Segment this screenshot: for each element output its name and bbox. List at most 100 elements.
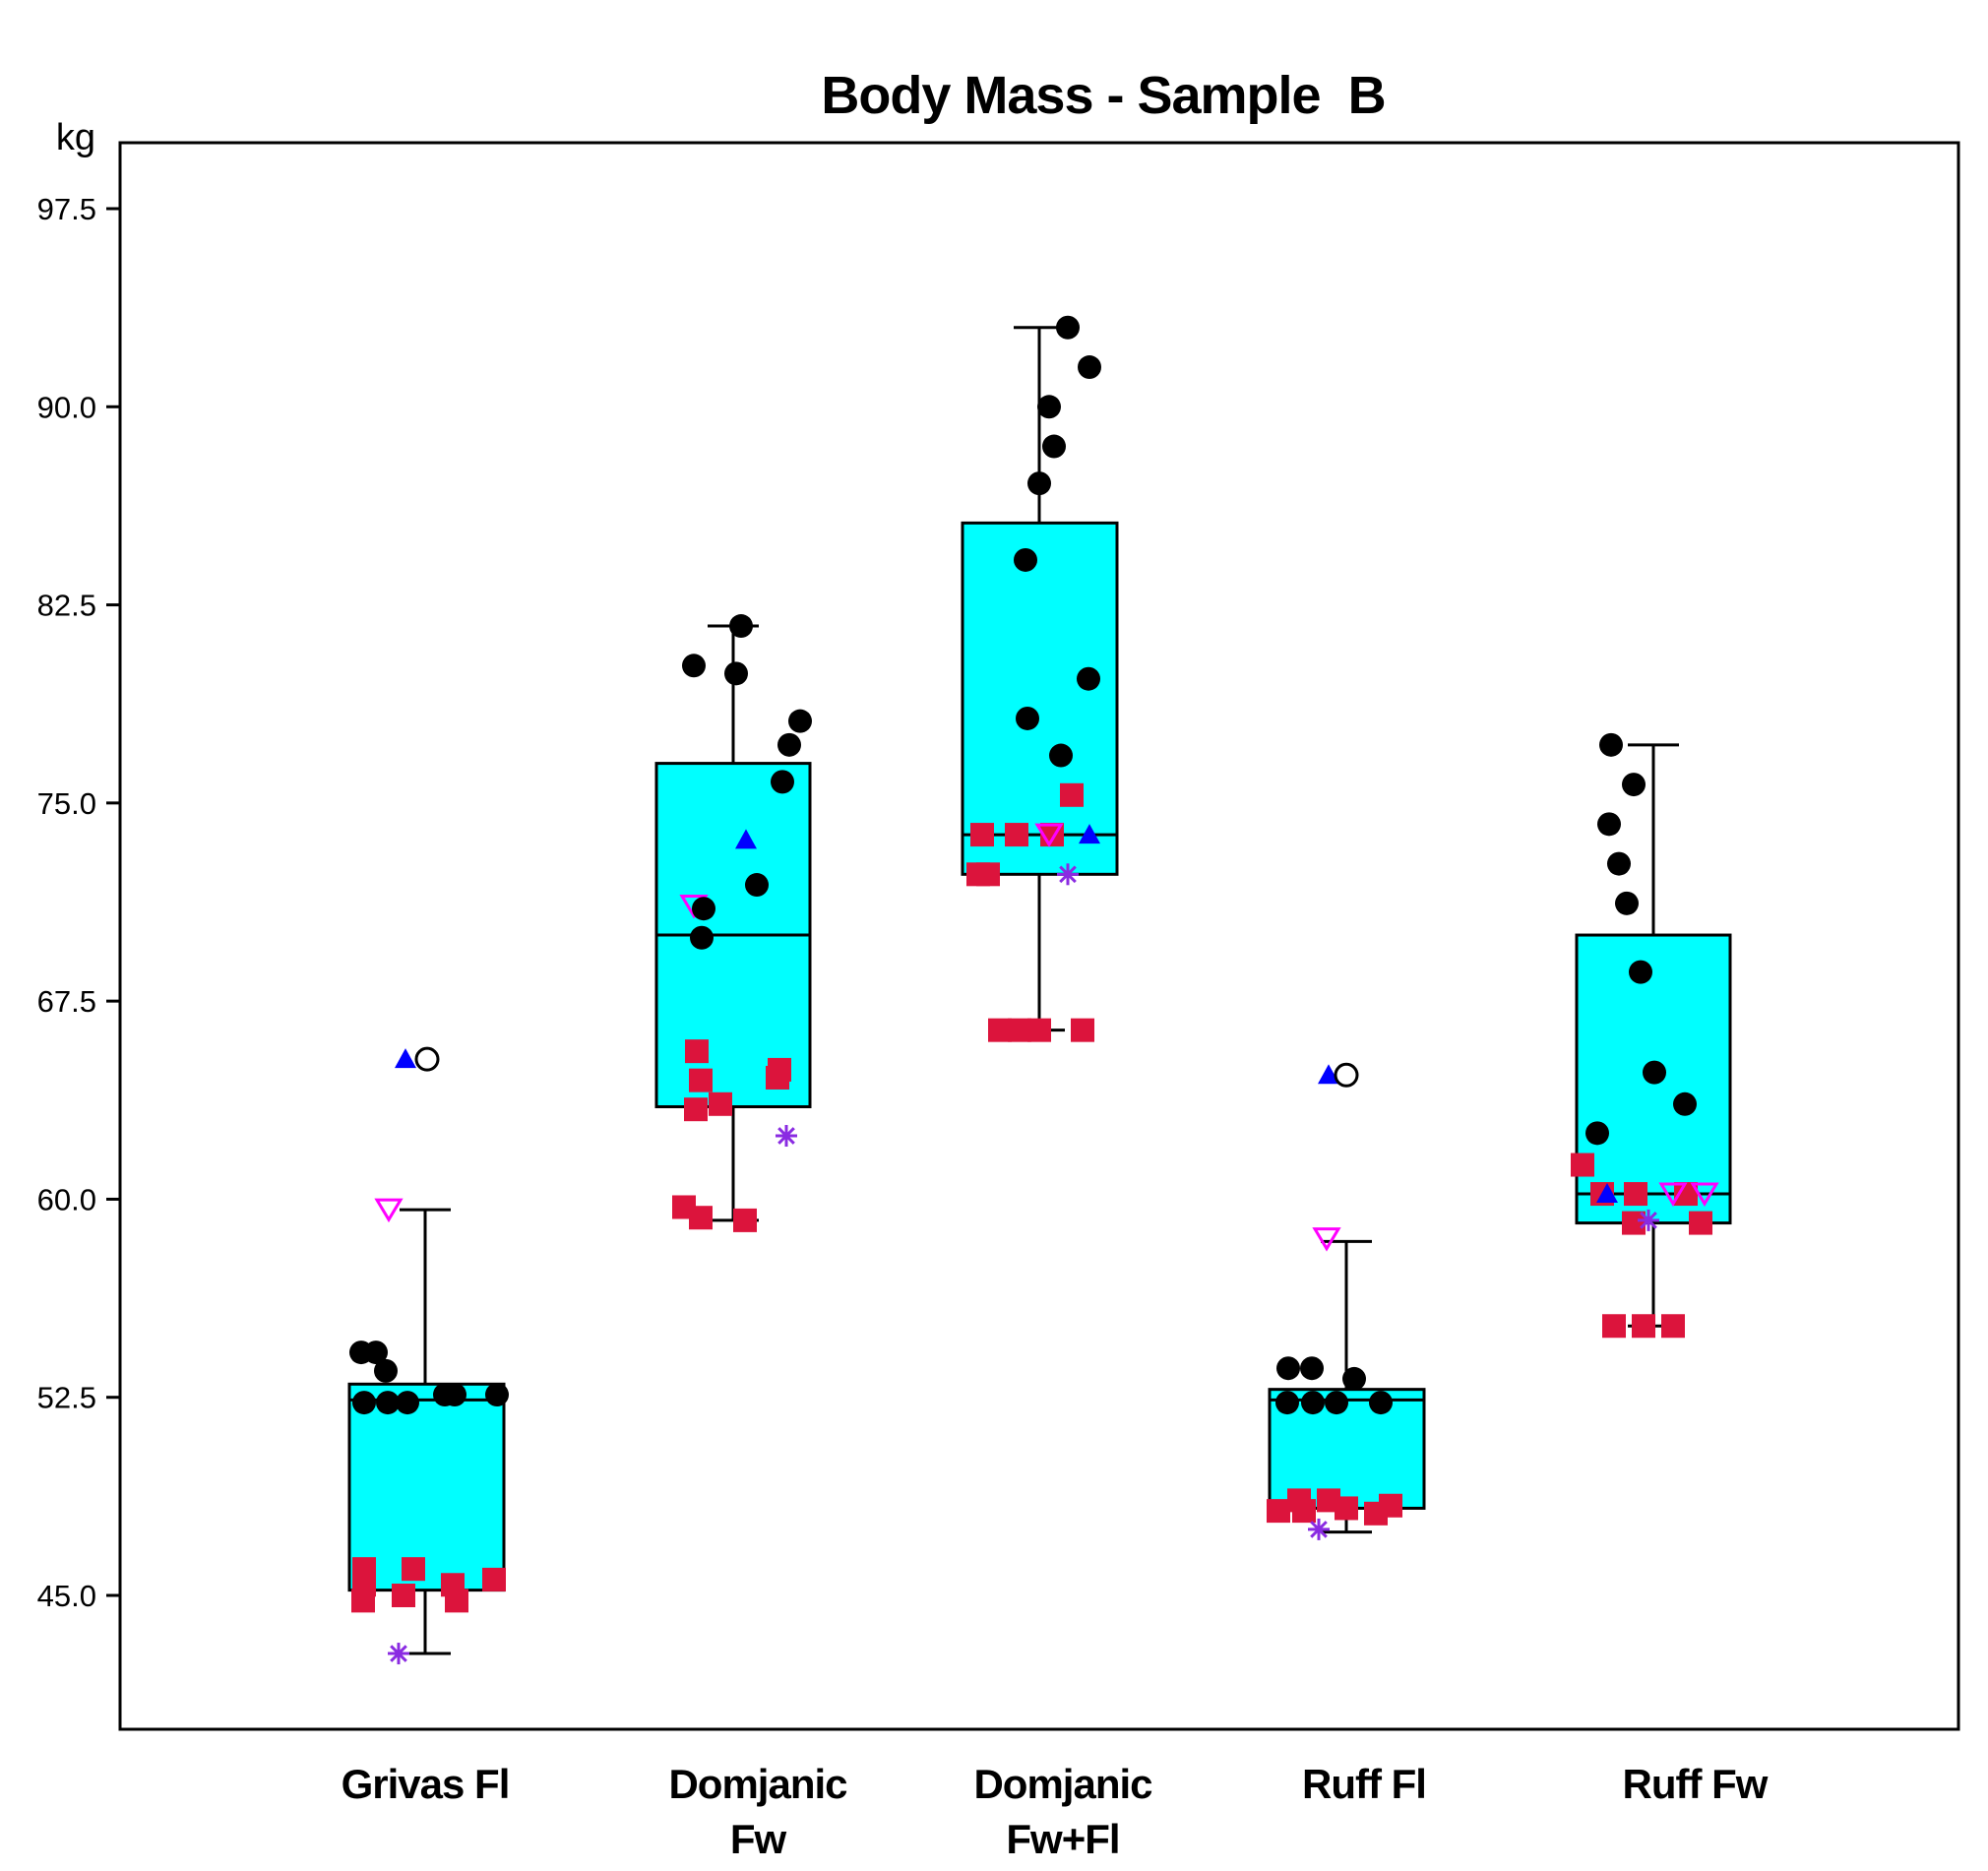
asterisk-point [1057,863,1079,886]
y-tick-label: 75.0 [37,786,96,821]
circle-point [1301,1391,1325,1415]
box-iqr [347,1382,506,1592]
square-point [1624,1182,1647,1207]
circle-point [1599,732,1623,757]
asterisk-point [1638,1209,1659,1231]
box-group [1575,743,1732,1328]
square-point [689,1206,713,1230]
triangle-up-point [1079,824,1100,844]
square-point [351,1589,375,1613]
triangle-up-point [735,829,757,849]
circle-point [682,654,706,678]
y-tick-label: 60.0 [37,1182,96,1216]
circle-point [729,614,753,639]
square-point [1292,1499,1316,1524]
circle-point [1056,315,1080,340]
circle-point [692,897,715,921]
triangle-down-point [1034,823,1064,847]
circle-point [1629,960,1652,984]
circle-point [443,1383,466,1407]
square-point [689,1068,713,1092]
circle-point [1077,666,1100,691]
y-axis-unit-label: kg [56,117,95,158]
box-iqr [961,521,1119,876]
circle-point [1049,743,1073,768]
circle-point [724,661,748,686]
square-point [1335,1496,1358,1521]
circle-point [1042,434,1066,459]
open-circle-point [1334,1062,1359,1088]
circle-point [1300,1356,1324,1381]
square-point [1632,1314,1655,1339]
square-point [1661,1314,1685,1339]
y-axis: 45.0 52.5 60.0 67.5 75.0 82.5 90.0 97.5 [37,192,120,1613]
square-point [709,1091,732,1116]
circle-point [1014,547,1037,572]
square-point [482,1567,506,1591]
square-point [1071,1018,1094,1042]
square-point [1689,1211,1712,1235]
y-tick-label: 97.5 [37,192,96,226]
circle-point [1325,1391,1348,1415]
x-category-label: Fw+Fl [1006,1816,1119,1862]
square-point [1379,1493,1402,1518]
square-point [1602,1314,1626,1339]
square-point [392,1584,415,1607]
plot-area-frame [118,141,1960,1731]
triangle-up-point [1318,1064,1339,1085]
asterisk-point [388,1643,409,1665]
circle-point [1607,851,1631,876]
asterisk-stroke [777,1127,795,1145]
square-point [733,1208,757,1232]
circle-point [771,770,794,794]
y-tick-label: 45.0 [37,1579,96,1613]
y-tick-label: 67.5 [37,984,96,1019]
x-category-label: Ruff Fl [1302,1761,1426,1807]
circle-point [374,1358,398,1383]
asterisk-stroke [1059,865,1077,884]
y-tick-label: 82.5 [37,589,96,623]
circle-point [1673,1091,1697,1116]
box-group [654,624,812,1222]
circle-point [1275,1391,1299,1415]
circle-point [376,1391,400,1415]
triangle-down-point [1312,1227,1341,1252]
circle-point [1078,355,1101,380]
square-point [976,862,1000,887]
x-axis-category-labels: Grivas Fl Domjanic Fw Domjanic Fw+Fl Ruff Fl R… [342,1761,1770,1862]
chart-title: Body Mass - Sample B [821,66,1385,125]
triangle-up-point [395,1048,416,1069]
data-points [349,315,1719,1665]
circle-point [1615,891,1639,915]
box-plots [347,326,1732,1655]
circle-point [1622,773,1646,797]
square-point [685,1039,709,1064]
square-point [1267,1499,1290,1524]
triangle-down-point [1690,1182,1719,1207]
circle-point [1016,706,1039,730]
box-group [1268,1239,1426,1534]
open-circle-point [414,1046,440,1072]
box-iqr [1268,1388,1426,1510]
circle-point [788,709,812,733]
circle-point [1342,1366,1366,1391]
circle-point [1369,1391,1393,1415]
square-point [970,823,994,847]
square-point [1005,823,1028,847]
circle-point [690,925,714,950]
circle-point [1276,1356,1300,1381]
circle-point [364,1341,388,1365]
x-category-label: Fw [730,1816,787,1862]
square-point [1571,1153,1594,1177]
square-point [1060,782,1084,807]
x-category-label: Grivas Fl [342,1761,510,1807]
asterisk-point [1308,1518,1330,1540]
asterisk-stroke [390,1645,407,1662]
x-category-label: Ruff Fw [1623,1761,1769,1807]
circle-point [1027,471,1051,496]
x-category-label: Domjanic [973,1761,1152,1807]
circle-point [1585,1121,1609,1146]
square-point [402,1557,425,1582]
asterisk-stroke [1640,1212,1657,1229]
y-tick-label: 52.5 [37,1381,96,1415]
